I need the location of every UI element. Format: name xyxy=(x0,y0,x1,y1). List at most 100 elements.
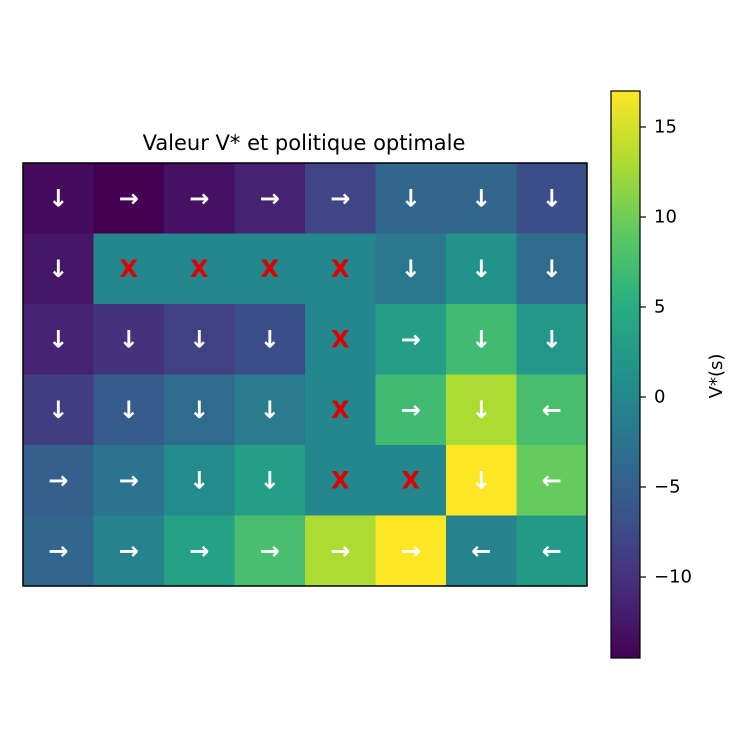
policy-arrow: → xyxy=(401,396,421,424)
policy-arrow: ↓ xyxy=(471,396,491,424)
heatmap-cell xyxy=(23,515,94,587)
policy-arrow: → xyxy=(260,184,280,212)
heatmap-cell xyxy=(446,445,517,516)
colorbar-tick-label: −5 xyxy=(654,477,681,498)
policy-arrow: ← xyxy=(542,537,562,565)
policy-arrow: → xyxy=(119,537,139,565)
heatmap-cell xyxy=(93,445,165,516)
heatmap-cell xyxy=(23,374,94,446)
policy-arrow: ← xyxy=(471,537,491,565)
policy-arrow: ↓ xyxy=(48,255,68,283)
policy-arrow: ↓ xyxy=(260,325,280,353)
heatmap-cell xyxy=(375,163,447,234)
policy-arrow: ↓ xyxy=(401,255,421,283)
colorbar-tick-label: 15 xyxy=(654,117,677,138)
heatmap-cell xyxy=(516,374,588,446)
policy-arrow: → xyxy=(401,537,421,565)
policy-arrow: ↓ xyxy=(471,184,491,212)
colorbar-tick-label: 0 xyxy=(654,387,665,408)
heatmap-cell xyxy=(305,445,376,516)
policy-arrow: → xyxy=(401,325,421,353)
heatmap-cell xyxy=(446,515,517,587)
policy-arrow: → xyxy=(260,537,280,565)
heatmap-cell xyxy=(375,304,447,375)
colorbar-tick-label: 10 xyxy=(654,207,677,228)
wall-marker: X xyxy=(401,466,420,494)
wall-marker: X xyxy=(119,255,138,283)
heatmap-cell xyxy=(93,515,165,587)
heatmap-cell xyxy=(93,304,165,375)
heatmap-cell xyxy=(234,445,306,516)
heatmap-cell xyxy=(23,304,94,375)
wall-marker: X xyxy=(331,255,350,283)
policy-arrow: ↓ xyxy=(119,325,139,353)
policy-arrow: ↓ xyxy=(542,184,562,212)
heatmap-cell xyxy=(446,233,517,305)
heatmap-cell xyxy=(23,233,94,305)
wall-marker: X xyxy=(331,466,350,494)
policy-arrow: ↓ xyxy=(260,396,280,424)
heatmap-cell xyxy=(446,163,517,234)
policy-arrow: → xyxy=(189,537,209,565)
heatmap-cell xyxy=(93,233,165,305)
heatmap-cell xyxy=(516,515,588,587)
heatmap-cell xyxy=(375,515,447,587)
wall-marker: X xyxy=(331,325,350,353)
heatmap-cell xyxy=(516,163,588,234)
wall-marker: X xyxy=(190,255,209,283)
colorbar xyxy=(610,90,641,659)
heatmap-cell xyxy=(516,445,588,516)
policy-arrow: ← xyxy=(542,466,562,494)
policy-arrow: ↓ xyxy=(471,255,491,283)
policy-arrow: → xyxy=(189,184,209,212)
heatmap-cell xyxy=(23,445,94,516)
policy-arrow: → xyxy=(330,537,350,565)
heatmap-cell xyxy=(305,304,376,375)
policy-arrow: ↓ xyxy=(48,396,68,424)
policy-arrow: ↓ xyxy=(542,325,562,353)
policy-arrow: ↓ xyxy=(471,466,491,494)
policy-arrow: ↓ xyxy=(189,396,209,424)
heatmap-cell xyxy=(234,515,306,587)
policy-arrow: → xyxy=(119,466,139,494)
policy-arrow: ↓ xyxy=(260,466,280,494)
heatmap-cell xyxy=(375,374,447,446)
policy-arrow: ↓ xyxy=(48,325,68,353)
wall-marker: X xyxy=(331,396,350,424)
heatmap-cell xyxy=(516,233,588,305)
heatmap-cell xyxy=(164,304,235,375)
colorbar-label: V*(s) xyxy=(706,354,727,399)
policy-arrow: → xyxy=(48,466,68,494)
chart-title: Valeur V* et politique optimale xyxy=(143,131,466,155)
policy-arrow: ↓ xyxy=(119,396,139,424)
heatmap-cell xyxy=(446,374,517,446)
heatmap-cell xyxy=(305,374,376,446)
heatmap-frame xyxy=(22,162,588,587)
heatmap-cell xyxy=(23,163,94,234)
heatmap-cell xyxy=(234,374,306,446)
heatmap-cell xyxy=(516,304,588,375)
heatmap-cell xyxy=(164,445,235,516)
colorbar-ticks: −10 −5 0 5 10 15 xyxy=(640,117,692,588)
heatmap-cell xyxy=(164,163,235,234)
policy-arrow: ↓ xyxy=(471,325,491,353)
heatmap-cell xyxy=(234,233,306,305)
heatmap-cell xyxy=(375,233,447,305)
colorbar-tick-label: −10 xyxy=(654,567,692,588)
heatmap-cell xyxy=(305,233,376,305)
heatmap-grid: ↓ → → → → ↓ ↓ ↓ ↓ X X X X ↓ ↓ ↓ ↓ ↓ ↓ ↓ X → ↓ ↓ ↓ ↓ ↓ ↓ X → ↓ ← → → ↓ ↓ X X ↓ ←… xyxy=(23,163,588,587)
heatmap-cell xyxy=(164,233,235,305)
heatmap-cell xyxy=(234,304,306,375)
policy-arrow: ↓ xyxy=(542,255,562,283)
heatmap-cell xyxy=(305,163,376,234)
heatmap-cell xyxy=(375,445,447,516)
policy-arrow: ↓ xyxy=(189,466,209,494)
policy-arrow: ↓ xyxy=(189,325,209,353)
heatmap-cell xyxy=(305,515,376,587)
policy-arrow: ← xyxy=(542,396,562,424)
wall-marker: X xyxy=(260,255,279,283)
policy-arrow: → xyxy=(48,537,68,565)
colorbar-tick-label: 5 xyxy=(654,297,665,318)
heatmap-cell xyxy=(164,374,235,446)
